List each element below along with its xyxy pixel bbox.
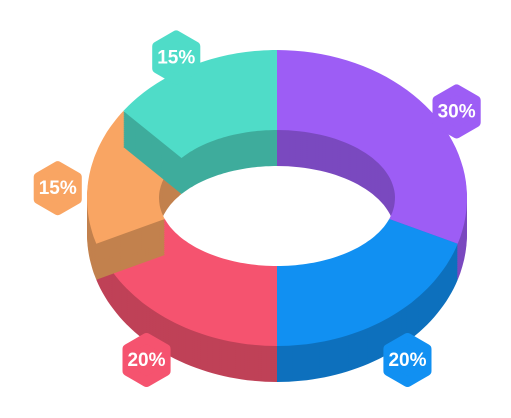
value-label: 30%	[438, 101, 476, 122]
segment-top	[123, 50, 277, 158]
badge-shape	[122, 333, 171, 387]
value-label: 20%	[388, 350, 426, 371]
segment-top	[277, 219, 458, 346]
badge-shape	[383, 333, 432, 387]
segment	[277, 219, 458, 382]
value-badge: 20%	[122, 333, 171, 387]
value-label: 15%	[157, 47, 195, 68]
value-badge: 20%	[383, 333, 432, 387]
value-label: 20%	[127, 350, 165, 371]
badge-shape	[33, 161, 82, 216]
value-badge: 30%	[432, 84, 481, 139]
value-badge: 15%	[33, 161, 82, 216]
segment	[277, 50, 467, 280]
value-label: 15%	[39, 178, 77, 199]
badge-shape	[152, 30, 201, 85]
value-badge: 15%	[152, 30, 201, 85]
segment-top	[277, 50, 467, 244]
segment	[123, 50, 277, 194]
badge-shape	[432, 84, 481, 139]
